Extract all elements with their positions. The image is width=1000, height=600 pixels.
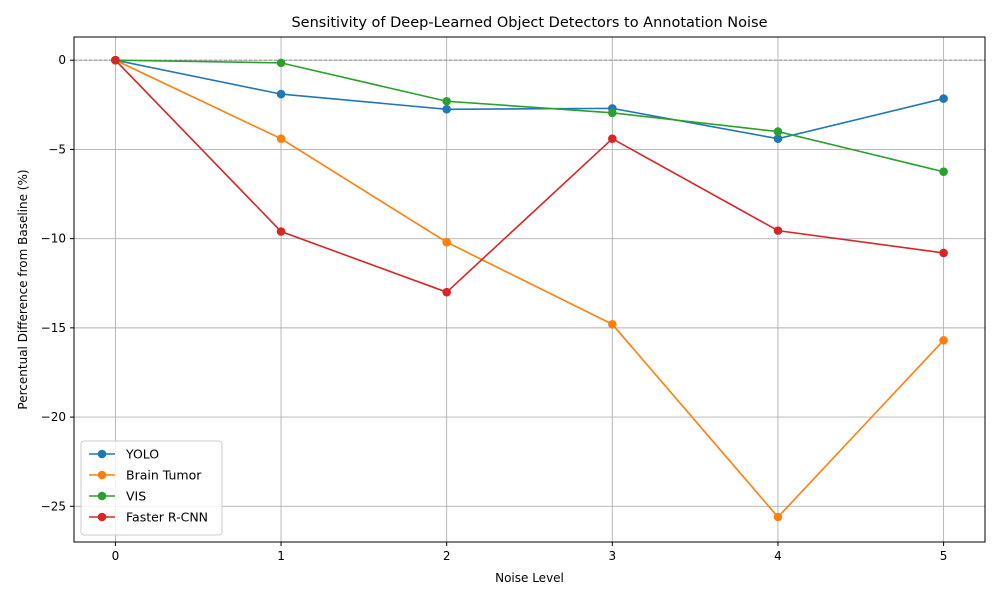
legend-item: Faster R-CNN bbox=[89, 510, 208, 525]
data-point bbox=[773, 134, 783, 144]
legend-item: Brain Tumor bbox=[89, 468, 202, 483]
data-point bbox=[939, 94, 948, 103]
data-point bbox=[939, 167, 948, 177]
data-point bbox=[608, 108, 617, 118]
y-tick-label: 0 bbox=[58, 53, 66, 67]
data-point bbox=[442, 237, 451, 247]
x-tick-label: 3 bbox=[608, 549, 616, 563]
x-tick-label: 1 bbox=[277, 549, 285, 563]
legend-swatch-marker bbox=[97, 449, 107, 459]
legend-item: YOLO bbox=[89, 447, 159, 462]
series-line bbox=[114, 59, 944, 294]
legend-label: Brain Tumor bbox=[126, 468, 202, 483]
y-tick-label: −25 bbox=[41, 499, 66, 513]
data-point bbox=[939, 248, 948, 258]
data-point bbox=[939, 336, 948, 345]
x-tick-label: 2 bbox=[443, 549, 451, 563]
data-point bbox=[276, 134, 286, 144]
series-line bbox=[115, 59, 944, 140]
y-tick-label: −5 bbox=[48, 142, 66, 156]
data-point bbox=[276, 89, 286, 99]
data-point bbox=[442, 104, 451, 114]
x-axis-label: Noise Level bbox=[495, 571, 564, 585]
series-faster-r-cnn bbox=[111, 55, 948, 297]
y-tick-label: −15 bbox=[41, 321, 66, 335]
legend-label: YOLO bbox=[125, 447, 159, 462]
legend-swatch-marker bbox=[97, 491, 107, 501]
data-point bbox=[773, 226, 783, 235]
data-point bbox=[276, 58, 286, 68]
data-point bbox=[442, 96, 451, 106]
series-line bbox=[115, 59, 945, 519]
data-point bbox=[442, 287, 451, 297]
chart-title: Sensitivity of Deep-Learned Object Detec… bbox=[291, 15, 767, 31]
series-line bbox=[115, 59, 944, 173]
y-axis-label: Percentual Difference from Baseline (%) bbox=[16, 169, 30, 409]
plot-frame bbox=[73, 36, 986, 543]
data-point bbox=[773, 127, 783, 136]
legend-swatch-marker bbox=[97, 512, 107, 522]
x-tick-label: 4 bbox=[774, 549, 782, 563]
legend-swatch-marker bbox=[97, 470, 107, 480]
data-point bbox=[773, 512, 783, 522]
legend: YOLO Brain Tumor VIS Faster R-CNN bbox=[80, 440, 223, 536]
legend-label: VIS bbox=[126, 489, 146, 504]
y-tick-label: −10 bbox=[41, 232, 66, 246]
y-tick-label: −20 bbox=[41, 410, 66, 424]
x-tick-label: 0 bbox=[112, 549, 120, 563]
ticks: 0 1 2 3 4 5 0 −5 −10 −15 −20 −25 bbox=[41, 53, 948, 563]
data-point bbox=[608, 319, 617, 329]
data-point bbox=[608, 134, 617, 144]
legend-box bbox=[80, 440, 223, 536]
legend-item: VIS bbox=[89, 489, 146, 504]
data-point bbox=[111, 55, 120, 65]
data-point bbox=[276, 227, 286, 236]
legend-label: Faster R-CNN bbox=[126, 510, 208, 525]
x-tick-label: 5 bbox=[940, 549, 948, 563]
series-layer bbox=[111, 55, 948, 522]
